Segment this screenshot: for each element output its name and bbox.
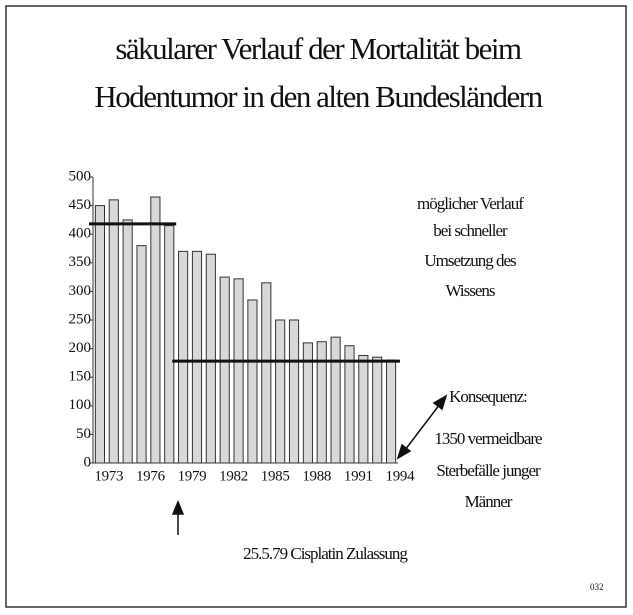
bar [191,250,203,464]
y-tick-label: 100 [69,397,92,413]
bar [358,354,369,464]
bar [302,342,313,464]
y-tick-label: 400 [69,226,92,242]
annotation: Konsequenz: [449,387,527,406]
y-tick-label: 50 [76,426,91,442]
annotation: bei schneller [433,221,508,240]
x-tick-label: 1976 [136,468,166,484]
title-line: Hodentumor in den alten Bundesländern [94,79,543,114]
bar [108,199,119,464]
y-tick-label: 500 [69,168,92,184]
bar [94,205,106,464]
bar [344,345,355,464]
bar [233,278,244,464]
bar [275,319,286,464]
title-line: säkularer Verlauf der Mortalität beim [115,31,522,66]
bar [261,282,272,464]
bar [288,319,300,464]
annotation: 1350 vermeidbare [434,429,542,448]
frame [5,5,627,608]
bar [122,219,133,464]
y-tick-label: 300 [69,283,92,299]
x-tick-label: 1994 [386,468,416,484]
bar [247,299,258,464]
y-tick-label: 450 [69,197,92,213]
x-tick-label: 1979 [178,468,207,484]
bar [385,359,397,464]
x-tick-label: 1985 [261,468,290,484]
x-tick-label: 1982 [219,468,248,484]
page-number: 032 [590,582,604,592]
bar [330,336,341,464]
annotation: Wissens [446,281,495,300]
y-tick-label: 200 [69,340,92,356]
bar [219,276,230,464]
x-tick-label: 1991 [344,468,373,484]
annotation: Männer [465,492,513,511]
x-tick-label: 1988 [302,468,331,484]
y-tick-label: 350 [69,254,92,270]
bar [205,253,216,464]
y-tick-label: 150 [69,369,92,385]
annotation: Umsetzung des [424,251,516,270]
y-tick-label: 250 [69,311,92,327]
annotation: 25.5.79 Cisplatin Zulassung [243,544,408,563]
bar [178,250,189,464]
arrows [171,394,448,535]
bar [136,245,147,464]
bar [164,225,175,464]
x-tick-label: 1973 [94,468,123,484]
bar [150,196,161,464]
y-tick-label: 0 [84,454,92,470]
annotation: möglicher Verlauf [417,194,524,213]
bar [372,356,383,464]
bar [316,341,327,464]
annotation: Sterbefälle junger [436,461,541,480]
